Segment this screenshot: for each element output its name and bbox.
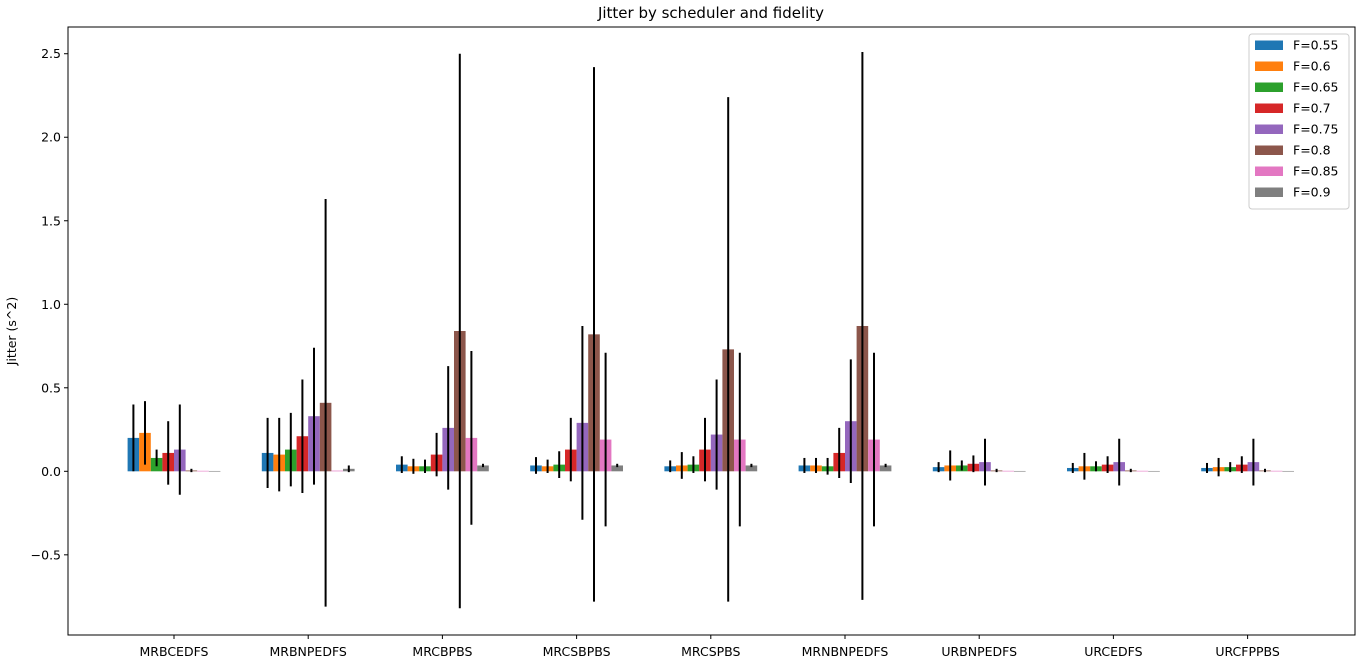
legend-swatch — [1255, 40, 1283, 50]
x-tick-label: URBNPEDFS — [941, 644, 1017, 659]
y-tick-label: −0.5 — [31, 547, 61, 562]
y-tick-label: 0.5 — [41, 380, 61, 395]
x-tick-label: URCEDFS — [1084, 644, 1142, 659]
bar — [1002, 470, 1014, 472]
bar — [208, 470, 221, 472]
bar — [745, 465, 758, 472]
legend-swatch — [1255, 82, 1283, 92]
bar — [331, 470, 343, 472]
legend-swatch — [1255, 124, 1283, 134]
x-tick-label: URCFPPBS — [1215, 644, 1280, 659]
x-tick-label: MRCSPBS — [681, 644, 740, 659]
y-tick-label: 2.0 — [41, 130, 61, 145]
legend-label: F=0.65 — [1293, 80, 1339, 95]
y-tick-label: 1.0 — [41, 297, 61, 312]
legend-swatch — [1255, 166, 1283, 176]
bar — [1282, 470, 1294, 472]
legend-swatch — [1255, 61, 1283, 71]
bar — [197, 470, 209, 472]
x-tick-label: MRCSBPBS — [543, 644, 611, 659]
plot-frame — [67, 26, 1356, 636]
error-bars-layer — [132, 52, 1266, 609]
bar — [477, 465, 489, 472]
legend-swatch — [1255, 187, 1283, 197]
legend-label: F=0.8 — [1293, 143, 1331, 158]
bar — [1148, 470, 1160, 472]
legend-label: F=0.7 — [1293, 101, 1331, 116]
legend: F=0.55 F=0.6 F=0.65 F=0.7 F=0.75 F=0.8 F=0.85 F… — [1248, 33, 1350, 210]
legend-label: F=0.9 — [1293, 185, 1331, 200]
bar — [1270, 470, 1283, 472]
legend-label: F=0.55 — [1293, 38, 1339, 53]
legend-swatch — [1255, 103, 1283, 113]
bar — [879, 465, 892, 472]
y-tick-label: 0.0 — [41, 464, 61, 479]
legend-swatch — [1255, 145, 1283, 155]
y-tick-label: 1.5 — [41, 213, 61, 228]
axes-layer: −0.5 0.0 0.5 1.0 1.5 2.0 2.5 MRBCEDFS MRBNPEDFS M… — [31, 26, 1356, 659]
bar — [1014, 470, 1026, 472]
x-tick-label: MRNBNPEDFS — [802, 644, 889, 659]
bar — [611, 465, 623, 472]
bar — [1136, 470, 1149, 472]
legend-box — [1248, 33, 1350, 210]
x-tick-label: MRBCEDFS — [140, 644, 209, 659]
x-tick-label: MRCBPBS — [412, 644, 472, 659]
chart-title: Jitter by scheduler and fidelity — [597, 4, 824, 22]
legend-label: F=0.75 — [1293, 122, 1339, 137]
legend-label: F=0.85 — [1293, 164, 1339, 179]
legend-label: F=0.6 — [1293, 59, 1331, 74]
y-axis-label: Jitter (s^2) — [4, 297, 19, 366]
y-tick-label: 2.5 — [41, 46, 61, 61]
x-tick-label: MRBNPEDFS — [270, 644, 347, 659]
